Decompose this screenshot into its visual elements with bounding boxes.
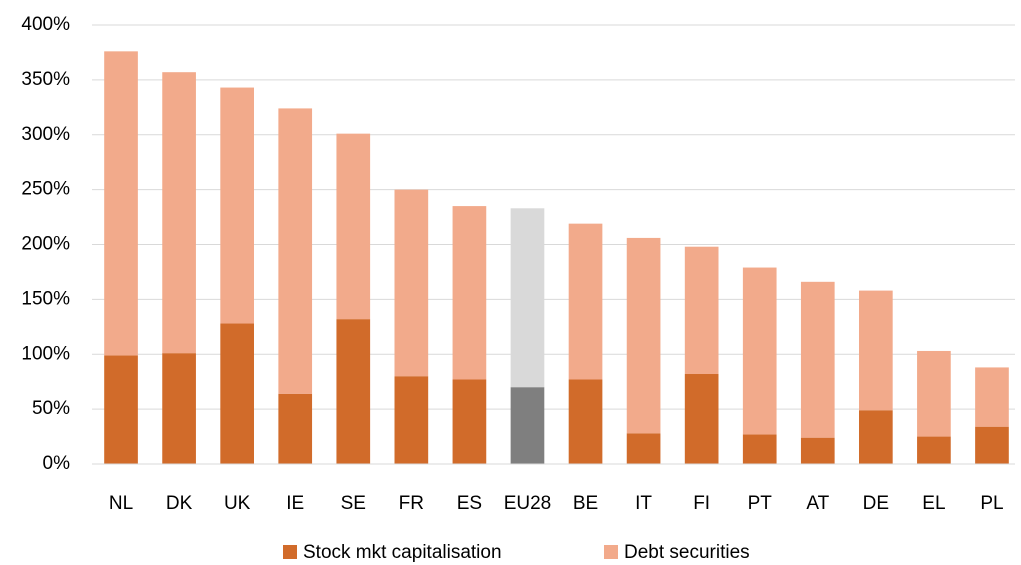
bar-segment: [104, 355, 138, 464]
bar-segment: [220, 87, 254, 324]
legend-swatch: [604, 545, 618, 559]
legend-label: Stock mkt capitalisation: [303, 542, 502, 563]
bar-segment: [859, 290, 893, 411]
x-tick-label: AT: [806, 493, 829, 514]
bar-segment: [278, 108, 313, 394]
x-tick-label: PL: [980, 493, 1003, 514]
y-tick-label: 50%: [32, 398, 70, 419]
bar-segment: [800, 437, 835, 464]
bar-segment: [742, 267, 777, 435]
x-tick-label: NL: [109, 493, 133, 514]
x-tick-label: EU28: [504, 493, 552, 514]
bar-segment: [510, 208, 545, 388]
bar-segment: [336, 133, 371, 320]
bar-segment: [917, 350, 951, 437]
bar-segment: [684, 374, 719, 464]
y-tick-label: 150%: [21, 288, 70, 309]
bar-segment: [220, 323, 254, 464]
x-tick-label: FR: [399, 493, 424, 514]
bar-segment: [278, 393, 313, 464]
x-tick-label: DK: [166, 493, 193, 514]
x-tick-label: SE: [341, 493, 366, 514]
x-tick-label: UK: [224, 493, 251, 514]
y-tick-label: 0%: [43, 453, 71, 474]
x-tick-label: ES: [457, 493, 482, 514]
bar-segment: [452, 379, 487, 464]
bar-segment: [162, 353, 196, 464]
x-tick-label: IT: [635, 493, 652, 514]
y-tick-label: 350%: [21, 69, 70, 90]
bar-segment: [394, 189, 429, 377]
legend-label: Debt securities: [624, 542, 750, 563]
bar-segment: [859, 410, 893, 464]
x-tick-label: PT: [748, 493, 773, 514]
legend-swatch: [283, 545, 297, 559]
bar-segment: [104, 51, 138, 356]
bar-segment: [975, 426, 1009, 464]
bar-segment: [684, 246, 719, 375]
bar-segment: [568, 379, 603, 464]
y-tick-label: 250%: [21, 179, 70, 200]
x-tick-label: EL: [922, 493, 945, 514]
bar-segment: [394, 376, 429, 464]
bar-segment: [336, 319, 371, 464]
bar-segment: [162, 72, 196, 354]
x-tick-label: BE: [573, 493, 598, 514]
y-tick-label: 400%: [21, 14, 70, 35]
x-tick-label: FI: [693, 493, 710, 514]
bar-segment: [568, 223, 603, 380]
y-tick-label: 300%: [21, 124, 70, 145]
y-tick-label: 200%: [21, 234, 70, 255]
bar-segment: [742, 434, 777, 464]
bar-segment: [917, 436, 951, 464]
x-tick-label: IE: [286, 493, 304, 514]
bar-segment: [626, 237, 661, 434]
bar-segment: [800, 281, 835, 438]
bar-segment: [975, 367, 1009, 427]
bar-segment: [452, 206, 487, 380]
bar-segment: [626, 433, 661, 464]
bar-segment: [510, 387, 545, 464]
x-tick-label: DE: [863, 493, 889, 514]
y-tick-label: 100%: [21, 343, 70, 364]
